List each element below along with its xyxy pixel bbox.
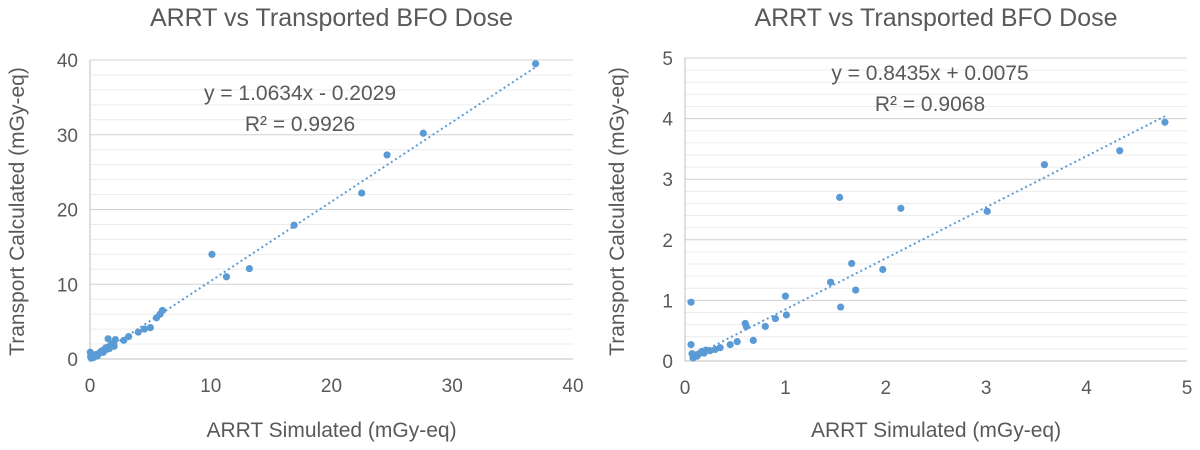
x-tick-label: 5 [1182, 378, 1193, 399]
data-point [687, 341, 695, 349]
y-tick-label: 0 [67, 350, 78, 371]
data-point [771, 314, 779, 323]
x-tick-label: 1 [780, 378, 791, 399]
x-tick-label: 10 [200, 376, 221, 397]
data-point [983, 207, 991, 215]
x-tick-label: 3 [981, 378, 992, 399]
x-tick-label: 2 [881, 378, 892, 399]
data-point [222, 273, 231, 281]
data-point [897, 204, 905, 212]
data-point [1040, 161, 1049, 169]
data-point [879, 265, 887, 274]
chart-title: ARRT vs Transported BFO Dose [150, 4, 513, 32]
data-point [140, 325, 148, 333]
y-tick-label: 3 [662, 170, 673, 191]
data-point [852, 286, 860, 294]
data-point [716, 344, 724, 352]
y-tick-label: 4 [662, 110, 673, 131]
y-tick-label: 40 [57, 51, 78, 72]
y-tick-label: 2 [662, 231, 673, 252]
data-point [837, 303, 845, 311]
x-tick-label: 40 [562, 376, 583, 397]
data-point [826, 278, 835, 286]
r-squared-label: R² = 0.9926 [245, 113, 355, 136]
trendline [690, 115, 1166, 359]
data-point [125, 332, 133, 341]
y-tick-label: 20 [57, 201, 78, 222]
data-point [782, 311, 791, 319]
data-point [781, 292, 789, 300]
x-tick-label: 30 [442, 376, 463, 397]
x-tick-label: 20 [321, 376, 342, 397]
y-tick-label: 5 [662, 49, 673, 70]
x-axis-label: ARRT Simulated (mGy-eq) [206, 419, 456, 442]
scatter-chart-left: 0 10 20 30 40 0 10 20 30 40 ARRT vs Transported BF… [6, 4, 584, 442]
data-point [134, 328, 142, 336]
data-point [245, 264, 253, 273]
data-point [290, 221, 298, 229]
data-point [749, 336, 757, 344]
trendline-equation: y = 0.8435x + 0.0075 [831, 62, 1028, 85]
scatter-chart-right: 0 1 2 3 4 5 0 1 2 3 4 5 ARRT vs Transported BFO Dose… [606, 4, 1193, 442]
y-tick-label: 1 [662, 291, 673, 312]
data-point [761, 322, 769, 331]
data-point [111, 335, 119, 344]
trendline [89, 66, 537, 362]
data-point [358, 189, 366, 197]
data-point [742, 322, 750, 331]
y-tick-label: 30 [57, 126, 78, 147]
data-point [110, 342, 118, 350]
data-point [158, 306, 167, 315]
data-point [687, 298, 695, 306]
data-point [531, 60, 540, 68]
x-axis-label: ARRT Simulated (mGy-eq) [811, 419, 1061, 442]
x-tick-label: 0 [680, 378, 691, 399]
data-point [383, 151, 391, 159]
x-tick-label: 4 [1081, 378, 1092, 399]
data-point [1161, 118, 1169, 126]
data-point [726, 341, 734, 349]
x-tick-label: 0 [85, 376, 96, 397]
data-point [146, 324, 154, 332]
data-point [836, 193, 844, 201]
chart-title: ARRT vs Transported BFO Dose [754, 4, 1117, 32]
data-point [1116, 147, 1124, 155]
y-tick-label: 0 [662, 352, 673, 373]
y-tick-label: 10 [57, 275, 78, 296]
data-point [208, 250, 216, 258]
data-point [848, 259, 856, 268]
r-squared-label: R² = 0.9068 [875, 93, 985, 116]
data-point [733, 338, 741, 346]
data-point [104, 335, 112, 343]
data-point [419, 129, 427, 137]
y-axis-label: Transport Calculated (mGy-eq) [6, 67, 29, 356]
trendline-equation: y = 1.0634x - 0.2029 [204, 82, 396, 105]
y-axis-label: Transport Calculated (mGy-eq) [606, 67, 629, 356]
